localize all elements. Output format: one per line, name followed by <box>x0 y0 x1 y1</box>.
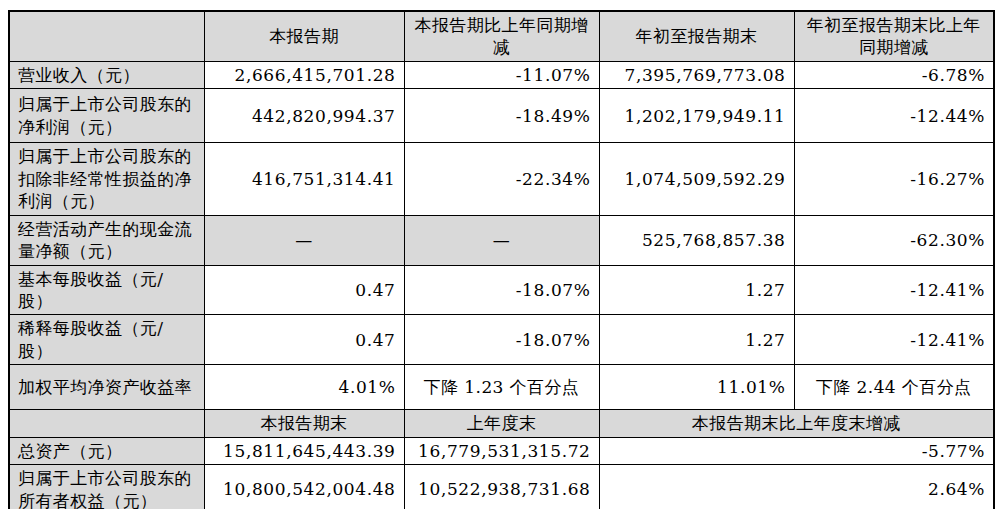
ytd-change: -12.41% <box>794 315 994 365</box>
table-row: 总资产（元） 15,811,645,443.39 16,779,531,315.… <box>9 437 994 464</box>
ytd-value: 1,202,179,949.11 <box>599 89 794 143</box>
header-period-end-change: 本报告期末比上年度末增减 <box>599 410 994 437</box>
current-period-value: 0.47 <box>204 265 404 315</box>
period-end-value: 15,811,645,443.39 <box>204 437 404 464</box>
current-period-value: 416,751,314.41 <box>204 143 404 215</box>
ytd-value: 1.27 <box>599 265 794 315</box>
row-label: 归属于上市公司股东的净利润（元） <box>9 89 204 143</box>
header-blank-cell <box>9 410 204 437</box>
ytd-change: -12.44% <box>794 89 994 143</box>
ytd-change: -6.78% <box>794 61 994 88</box>
current-period-change: — <box>404 215 599 265</box>
current-period-change: -18.07% <box>404 315 599 365</box>
header-blank-cell <box>9 11 204 61</box>
table-row: 基本每股收益（元/股） 0.47 -18.07% 1.27 -12.41% <box>9 265 994 315</box>
row-label: 总资产（元） <box>9 437 204 464</box>
ytd-change: -12.41% <box>794 265 994 315</box>
prev-year-end-value: 16,779,531,315.72 <box>404 437 599 464</box>
period-end-change: -5.77% <box>599 437 994 464</box>
ytd-change: 下降 2.44 个百分点 <box>794 365 994 410</box>
header-ytd-change: 年初至报告期末比上年同期增减 <box>794 11 994 61</box>
ytd-value: 11.01% <box>599 365 794 410</box>
table-row: 归属于上市公司股东的所有者权益（元） 10,800,542,004.48 10,… <box>9 465 994 509</box>
ytd-value: 7,395,769,773.08 <box>599 61 794 88</box>
row-label: 营业收入（元） <box>9 61 204 88</box>
current-period-change: 下降 1.23 个百分点 <box>404 365 599 410</box>
period-end-value: 10,800,542,004.48 <box>204 465 404 509</box>
row-label: 归属于上市公司股东的所有者权益（元） <box>9 465 204 509</box>
current-period-value: 0.47 <box>204 315 404 365</box>
table-header-row-bottom: 本报告期末 上年度末 本报告期末比上年度末增减 <box>9 410 994 437</box>
table-row: 归属于上市公司股东的净利润（元） 442,820,994.37 -18.49% … <box>9 89 994 143</box>
current-period-value: 442,820,994.37 <box>204 89 404 143</box>
current-period-change: -18.49% <box>404 89 599 143</box>
table-row: 加权平均净资产收益率 4.01% 下降 1.23 个百分点 11.01% 下降 … <box>9 365 994 410</box>
row-label: 经营活动产生的现金流量净额（元） <box>9 215 204 265</box>
ytd-value: 1,074,509,592.29 <box>599 143 794 215</box>
current-period-change: -18.07% <box>404 265 599 315</box>
row-label: 稀释每股收益（元/股） <box>9 315 204 365</box>
ytd-change: -16.27% <box>794 143 994 215</box>
table-row: 归属于上市公司股东的扣除非经常性损益的净利润（元） 416,751,314.41… <box>9 143 994 215</box>
header-current-period-change: 本报告期比上年同期增减 <box>404 11 599 61</box>
current-period-change: -22.34% <box>404 143 599 215</box>
current-period-value: 4.01% <box>204 365 404 410</box>
period-end-change: 2.64% <box>599 465 994 509</box>
header-current-period: 本报告期 <box>204 11 404 61</box>
financial-report-page: 本报告期 本报告期比上年同期增减 年初至报告期末 年初至报告期末比上年同期增减 … <box>0 0 1000 509</box>
row-label: 基本每股收益（元/股） <box>9 265 204 315</box>
table-header-row-top: 本报告期 本报告期比上年同期增减 年初至报告期末 年初至报告期末比上年同期增减 <box>9 11 994 61</box>
row-label: 归属于上市公司股东的扣除非经常性损益的净利润（元） <box>9 143 204 215</box>
ytd-change: -62.30% <box>794 215 994 265</box>
row-label: 加权平均净资产收益率 <box>9 365 204 410</box>
current-period-value: — <box>204 215 404 265</box>
table-row: 经营活动产生的现金流量净额（元） — — 525,768,857.38 -62.… <box>9 215 994 265</box>
table-row: 稀释每股收益（元/股） 0.47 -18.07% 1.27 -12.41% <box>9 315 994 365</box>
table-row: 营业收入（元） 2,666,415,701.28 -11.07% 7,395,7… <box>9 61 994 88</box>
ytd-value: 1.27 <box>599 315 794 365</box>
financial-summary-table: 本报告期 本报告期比上年同期增减 年初至报告期末 年初至报告期末比上年同期增减 … <box>8 10 995 509</box>
ytd-value: 525,768,857.38 <box>599 215 794 265</box>
header-ytd: 年初至报告期末 <box>599 11 794 61</box>
header-prev-year-end: 上年度末 <box>404 410 599 437</box>
header-period-end: 本报告期末 <box>204 410 404 437</box>
current-period-change: -11.07% <box>404 61 599 88</box>
prev-year-end-value: 10,522,938,731.68 <box>404 465 599 509</box>
current-period-value: 2,666,415,701.28 <box>204 61 404 88</box>
